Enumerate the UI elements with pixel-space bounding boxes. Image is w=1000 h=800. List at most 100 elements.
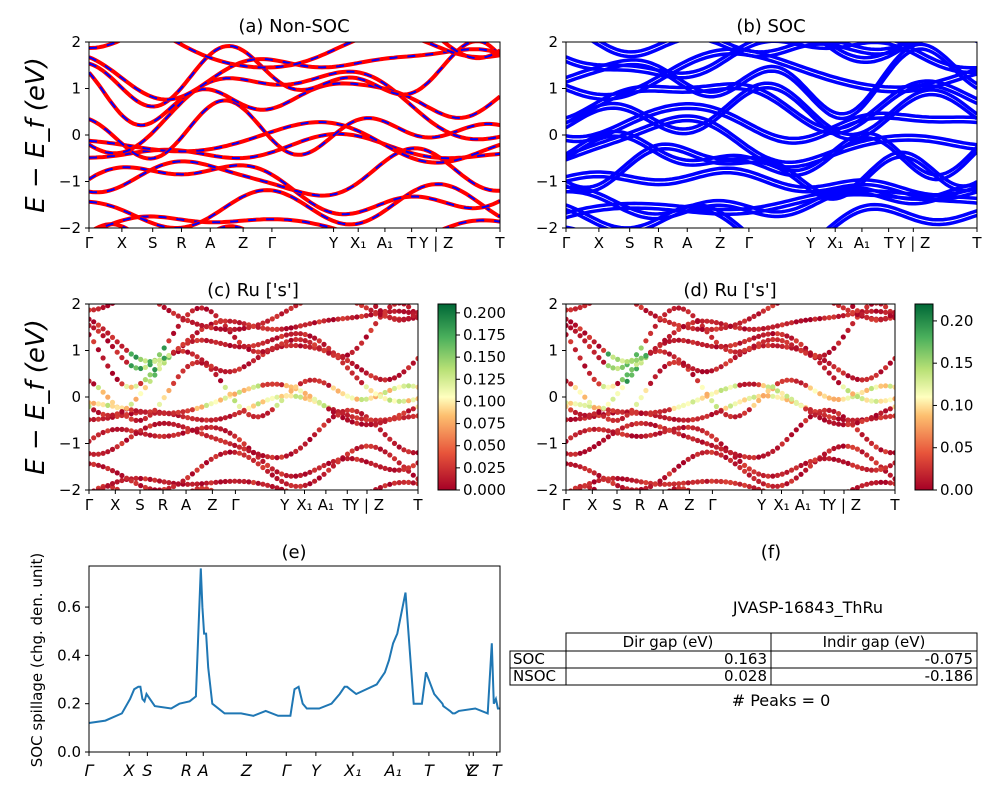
panel-d-point [671, 416, 677, 422]
panel-c-point [406, 383, 412, 389]
panel-c-point [321, 462, 327, 469]
panel-c-point [105, 412, 111, 418]
panel-c-point [180, 348, 186, 354]
panel-d-point [610, 480, 616, 486]
panel-c-point [354, 396, 360, 402]
panel-c-point [349, 407, 355, 413]
panel-d-point [704, 430, 710, 436]
panel-c-point [185, 408, 191, 414]
panel-c-point [340, 295, 345, 300]
panel-d-point [742, 410, 748, 416]
panel-c-point [260, 453, 266, 459]
panel-c-point [283, 343, 289, 349]
panel-c-point [401, 317, 407, 323]
panel-d-point [751, 402, 757, 408]
panel-d-point [892, 476, 895, 482]
panel-a-band [95, 214, 500, 228]
panel-d-point [756, 333, 762, 339]
panel-d-point [667, 292, 672, 297]
panel-d-point [737, 481, 743, 487]
panel-c-point [316, 475, 322, 481]
panel-d-point [868, 304, 875, 307]
panel-d-point [572, 487, 578, 490]
panel-d-point [732, 401, 738, 407]
panel-c-point [288, 337, 294, 343]
panel-b-ytick-label: 1 [548, 80, 558, 98]
panel-c-point [387, 376, 393, 382]
panel-c-point [208, 401, 214, 407]
panel-c-point [349, 349, 355, 355]
panel-c-point [406, 479, 412, 485]
panel-c-point [199, 292, 204, 297]
panel-d-point [798, 422, 804, 428]
panel-c-point [148, 295, 153, 300]
panel-d-point [624, 359, 630, 365]
panel-d-point [629, 487, 635, 490]
panel-d-point [591, 444, 597, 450]
panel-c-point [349, 414, 355, 420]
panel-c-point [152, 477, 158, 483]
panel-c-point [203, 424, 210, 431]
panel-c-point [119, 426, 125, 432]
panel-d-point [789, 499, 794, 504]
panel-c-point [316, 427, 322, 433]
panel-c-point [95, 306, 101, 312]
panel-d-point [695, 479, 701, 485]
panel-d-point [690, 325, 696, 332]
panel-d-point [760, 472, 767, 479]
panel-a-xtick-label: X [117, 234, 127, 252]
panel-d-point [619, 385, 626, 391]
panel-c-point [391, 304, 398, 307]
panel-d-point [784, 283, 789, 288]
panel-d-point [798, 318, 804, 324]
panel-d-point [779, 390, 785, 396]
panel-c-point [335, 353, 341, 359]
panel-d-point [760, 343, 767, 349]
panel-d-point [831, 445, 837, 452]
panel-d-point [780, 298, 785, 303]
panel-c-point [203, 324, 210, 330]
panel-d-point [643, 288, 648, 293]
panel-c-point [124, 405, 130, 411]
panel-d-point [624, 486, 630, 490]
panel-c-point [109, 370, 116, 376]
panel-d-point [756, 478, 762, 484]
panel-d-point [746, 337, 752, 343]
panel-d-point [766, 490, 771, 495]
panel-c-point [302, 471, 308, 477]
panel-c-xtick-label: Γ [85, 496, 94, 514]
panel-d-point [817, 295, 822, 300]
panel-c-point [336, 294, 341, 299]
panel-d-point [765, 342, 771, 349]
panel-d-point [742, 318, 748, 324]
panel-d-point [831, 304, 837, 306]
panel-c-point [410, 413, 416, 419]
panel-c-point [119, 279, 124, 284]
panel-c-point [321, 277, 326, 282]
panel-d-point [619, 415, 626, 422]
panel-d-point [605, 407, 611, 413]
panel-c-point [105, 304, 111, 309]
panel-c-point [138, 288, 143, 293]
panel-c-point [218, 378, 224, 384]
panel-c-point [387, 314, 393, 320]
panel-d-point [605, 363, 611, 369]
panel-d-point [657, 341, 663, 348]
panel-d-point [756, 471, 762, 477]
panel-d-point [666, 308, 673, 314]
panel-c-point [133, 365, 139, 371]
panel-c-point [218, 437, 224, 444]
panel-d-point [840, 417, 846, 423]
panel-d-point [845, 460, 851, 466]
panel-c-point [269, 395, 275, 401]
panel-c-point [401, 398, 407, 404]
panel-d-point [695, 318, 701, 325]
panel-d-point [859, 418, 865, 424]
panel-c-point [138, 380, 144, 387]
panel-d-point [638, 479, 644, 485]
panel-c-point [227, 369, 233, 375]
panel-d-point [610, 354, 616, 360]
panel-c-point [288, 342, 294, 349]
panel-c-point [377, 464, 383, 470]
panel-d-point [831, 286, 836, 291]
